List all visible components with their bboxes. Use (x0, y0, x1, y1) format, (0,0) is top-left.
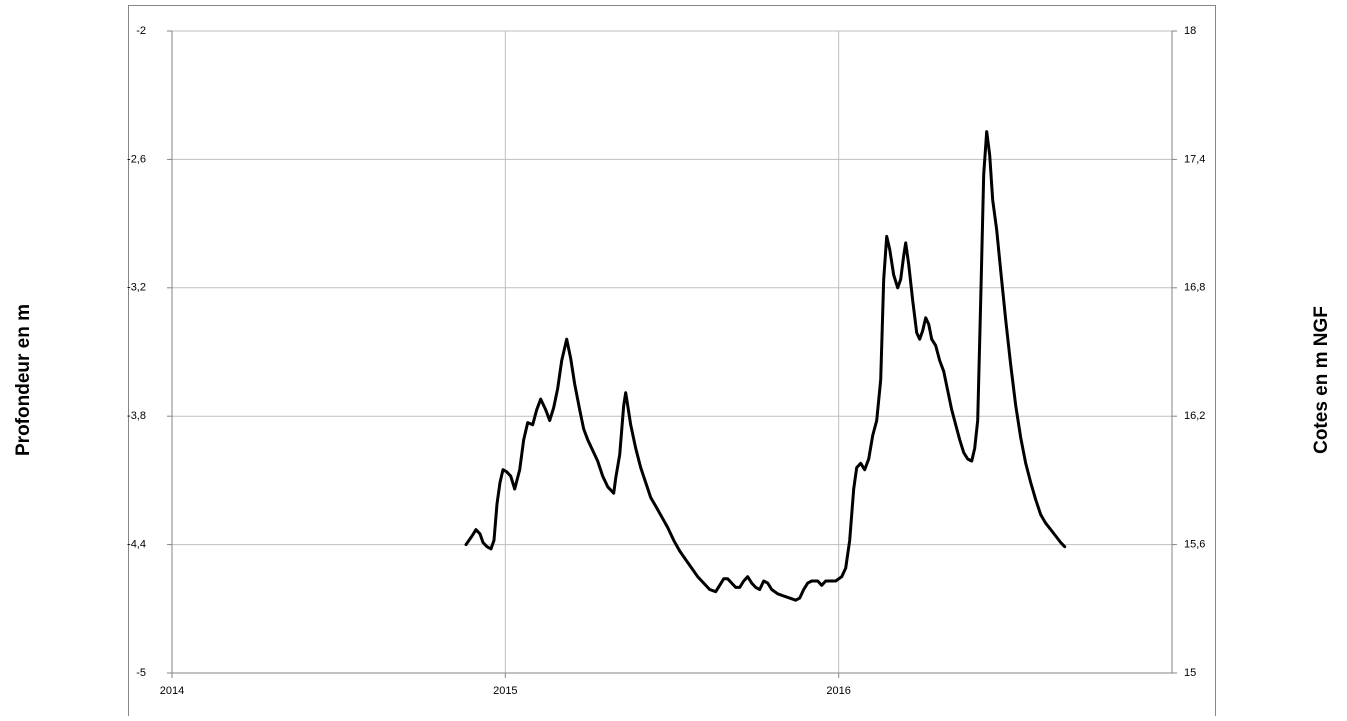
y-tick-label: -2 (136, 25, 146, 37)
y2-tick-label: 16,8 (1184, 282, 1205, 294)
y2-tick-label: 15,6 (1184, 539, 1205, 551)
y-tick-label: -2,6 (127, 153, 146, 165)
y-tick-label: -3,8 (127, 410, 146, 422)
y2-tick-label: 17,4 (1184, 153, 1205, 165)
y2-tick-label: 15 (1184, 667, 1196, 679)
y-tick-label: -4,4 (127, 539, 146, 551)
y2-tick-label: 18 (1184, 25, 1196, 37)
x-tick-label: 2014 (160, 685, 184, 697)
x-tick-label: 2016 (826, 685, 850, 697)
data-line (464, 130, 1067, 602)
x-tick-label: 2015 (493, 685, 517, 697)
y-axis-title: Profondeur en m (13, 304, 34, 456)
y2-tick-label: 16,2 (1184, 410, 1205, 422)
y-tick-label: -3,2 (127, 282, 146, 294)
y-tick-label: -5 (136, 667, 146, 679)
chart-border (128, 5, 1216, 721)
y2-axis-title: Cotes en m NGF (1311, 306, 1332, 454)
